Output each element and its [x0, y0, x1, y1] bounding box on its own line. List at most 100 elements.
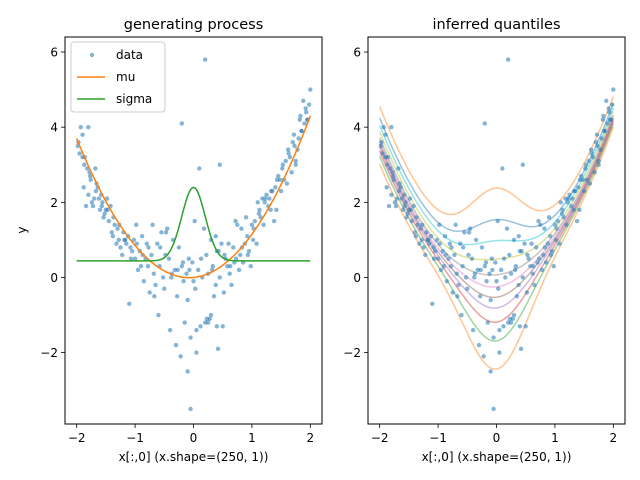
right-data-point — [606, 106, 611, 111]
right-xtick-label: 1 — [551, 431, 559, 445]
legend: data mu sigma — [70, 41, 166, 113]
left-data-point — [77, 151, 82, 156]
right-data-point — [477, 294, 483, 299]
left-data-point — [134, 222, 139, 228]
right-data-point — [441, 263, 447, 269]
quantile-line — [378, 107, 615, 246]
left-data-point — [92, 196, 97, 201]
right-data-point — [380, 151, 385, 156]
right-data-point — [466, 230, 472, 235]
right-chart-title: inferred quantiles — [432, 17, 560, 33]
right-data-point — [384, 185, 389, 190]
right-data-point — [468, 226, 473, 231]
right-data-point — [518, 346, 524, 352]
right-data-point — [495, 218, 500, 224]
right-data-point — [419, 237, 424, 243]
right-data-point — [583, 162, 589, 167]
right-data-point — [493, 260, 498, 265]
right-data-point — [490, 267, 495, 273]
left-data-point — [144, 241, 149, 246]
right-data-point — [478, 267, 483, 273]
left-data-point — [264, 192, 269, 198]
left-data-point — [190, 260, 195, 265]
right-data-point — [542, 226, 547, 231]
right-data-point — [399, 196, 405, 201]
right-data-point — [485, 320, 490, 325]
left-data-point — [186, 256, 192, 261]
left-data-point — [139, 233, 145, 239]
left-data-point — [220, 324, 225, 329]
left-data-point — [151, 271, 156, 276]
right-data-point — [463, 275, 469, 280]
right-xtick-label: 2 — [609, 431, 617, 445]
left-data-point — [135, 267, 141, 273]
right-data-point — [415, 222, 420, 228]
right-data-point — [497, 350, 502, 355]
right-data-point — [609, 102, 615, 107]
left-data-point — [114, 241, 119, 246]
left-data-point — [146, 245, 151, 250]
left-data-point — [217, 162, 222, 167]
right-data-point — [420, 222, 425, 228]
left-data-point — [153, 282, 158, 288]
left-data-point — [236, 267, 242, 273]
right-data-point — [545, 241, 551, 246]
left-data-point — [90, 203, 96, 209]
left-data-point — [150, 222, 155, 228]
right-data-point — [542, 245, 548, 250]
left-data-point — [233, 218, 238, 224]
left-data-point — [239, 226, 244, 231]
right-data-point — [462, 230, 467, 235]
left-chart-ylabel: y — [15, 226, 29, 233]
left-data-point — [254, 241, 259, 246]
left-data-point — [194, 327, 199, 333]
left-data-point — [303, 106, 308, 111]
right-data-point — [553, 237, 559, 243]
right-data-point — [525, 252, 530, 258]
left-data-point — [132, 256, 138, 261]
right-data-point — [601, 113, 606, 119]
left-data-point — [109, 230, 114, 235]
left-data-point — [274, 177, 280, 182]
left-data-point — [245, 252, 251, 258]
right-data-point — [460, 263, 465, 269]
right-data-point — [400, 207, 406, 213]
left-ytick-label: 6 — [50, 46, 58, 60]
right-data-point — [507, 252, 512, 258]
left-data-point — [235, 222, 240, 228]
left-xtick-label: −2 — [68, 431, 86, 445]
left-data-point — [308, 87, 313, 92]
right-data-point — [570, 196, 575, 201]
left-data-point — [93, 188, 99, 194]
left-data-point — [105, 207, 110, 213]
right-data-point — [453, 222, 458, 228]
left-data-point — [96, 196, 102, 201]
right-data-point — [598, 147, 603, 152]
right-data-point — [608, 117, 613, 122]
left-data-point — [211, 294, 217, 299]
right-chart-frame — [367, 36, 626, 425]
left-data-point — [293, 162, 298, 167]
right-data-point — [424, 230, 429, 235]
left-data-point — [128, 245, 133, 250]
left-data-point — [287, 155, 293, 160]
left-data-point — [141, 279, 147, 284]
quantile-line — [378, 116, 615, 288]
right-data-point — [520, 275, 525, 280]
left-data-point — [252, 218, 258, 224]
left-data-point — [231, 245, 236, 250]
left-data-point — [124, 241, 129, 246]
right-data-point — [548, 233, 553, 239]
right-data-point — [402, 203, 407, 209]
left-data-point — [128, 256, 134, 261]
right-data-point — [461, 245, 466, 250]
left-chart: generating process x[:,0] (x.shape=(250,… — [15, 17, 323, 464]
left-data-point — [249, 222, 255, 228]
left-data-point — [198, 324, 203, 329]
right-xtick-label: −1 — [429, 431, 447, 445]
right-data-point — [389, 124, 394, 130]
right-data-point — [388, 166, 393, 171]
right-data-point — [565, 200, 570, 205]
left-xtick-label: 0 — [190, 431, 198, 445]
